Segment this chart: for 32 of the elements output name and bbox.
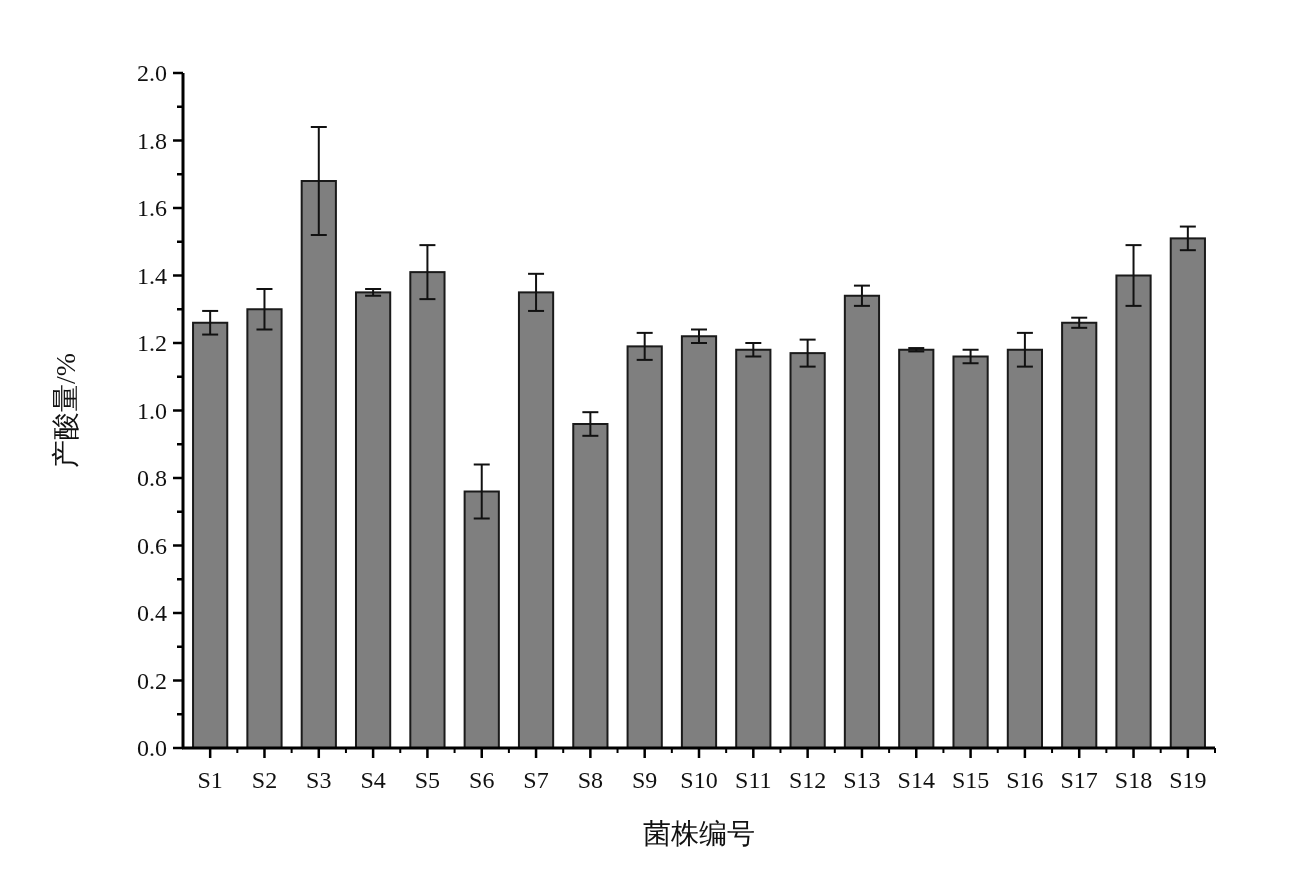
y-tick-label: 1.2: [137, 330, 167, 356]
y-tick-label: 0.2: [137, 667, 167, 694]
x-axis-title: 菌株编号: [643, 818, 755, 849]
x-tick-label: S19: [1169, 767, 1207, 793]
x-tick-label: S12: [788, 767, 827, 793]
y-tick-label: 0.0: [137, 735, 167, 761]
x-tick-label: S11: [735, 767, 772, 793]
x-tick-label: S3: [306, 767, 332, 793]
x-tick-label: S17: [1060, 767, 1098, 793]
x-tick-label: S9: [632, 767, 658, 793]
x-tick-label: S6: [469, 767, 495, 793]
x-tick-label: S8: [577, 767, 604, 793]
y-tick-label: 1.8: [137, 127, 167, 154]
x-tick-label: S15: [951, 767, 990, 793]
x-tick-label: S13: [843, 767, 881, 793]
y-tick-label: 1.6: [137, 195, 167, 221]
y-tick-label: 0.4: [137, 600, 167, 626]
y-tick-label: 1.4: [137, 262, 167, 289]
x-tick-label: S10: [680, 767, 718, 793]
x-tick-label: S16: [1006, 767, 1044, 793]
y-tick-label: 2.0: [137, 60, 167, 86]
y-tick-label: 0.8: [137, 465, 167, 491]
x-tick-label: S1: [197, 767, 223, 793]
x-tick-label: S14: [897, 767, 935, 793]
x-tick-label: S7: [523, 767, 549, 793]
x-tick-label: S5: [414, 767, 441, 793]
y-tick-label: 0.6: [137, 532, 167, 559]
y-tick-label: 1.0: [137, 397, 167, 424]
x-tick-label: S18: [1114, 767, 1153, 793]
x-tick-label: S2: [251, 767, 278, 793]
y-axis-title: 产酸量/%: [50, 352, 81, 469]
x-tick-label: S4: [360, 767, 386, 793]
